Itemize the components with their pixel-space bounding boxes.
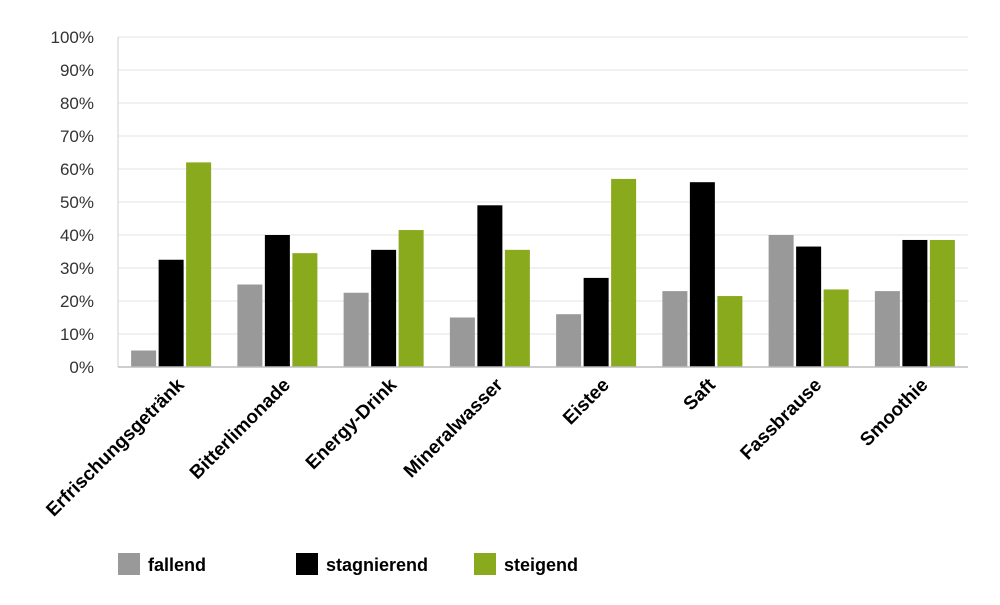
x-tick-label: Smoothie — [856, 375, 932, 451]
y-tick-label: 0% — [69, 358, 94, 377]
legend-label: stagnierend — [326, 555, 428, 575]
y-tick-label: 80% — [60, 94, 94, 113]
x-tick-label: Eistee — [559, 375, 613, 429]
x-tick-label: Erfrischungsgetränk — [42, 374, 189, 521]
bar-fallend — [556, 314, 582, 367]
y-tick-label: 40% — [60, 226, 94, 245]
bar-steigend — [398, 230, 424, 367]
y-tick-label: 90% — [60, 61, 94, 80]
bar-steigend — [717, 296, 743, 367]
x-tick-label: Fassbrause — [737, 375, 827, 465]
bars — [131, 162, 955, 367]
y-tick-label: 70% — [60, 127, 94, 146]
legend-swatch-fallend — [118, 553, 140, 575]
bar-stagnierend — [796, 246, 822, 367]
y-axis-ticks: 0% 10% 20% 30% 40% 50% 60% 70% 80% 90% 100% — [51, 28, 94, 377]
x-tick-label: Mineralwasser — [400, 374, 508, 482]
bar-fallend — [343, 292, 369, 367]
y-tick-label: 100% — [51, 28, 94, 47]
bar-steigend — [292, 253, 318, 367]
bar-steigend — [504, 249, 530, 367]
legend-swatch-stagnierend — [296, 553, 318, 575]
bar-fallend — [449, 317, 475, 367]
bar-fallend — [662, 291, 688, 367]
legend-label: steigend — [504, 555, 578, 575]
bar-stagnierend — [583, 277, 609, 367]
bar-steigend — [929, 239, 955, 367]
bar-fallend — [874, 291, 900, 367]
axes — [117, 37, 968, 368]
bar-stagnierend — [264, 235, 290, 367]
y-tick-label: 10% — [60, 325, 94, 344]
legend: fallend stagnierend steigend — [118, 553, 578, 575]
bar-fallend — [131, 350, 157, 367]
bar-stagnierend — [902, 239, 928, 367]
bar-stagnierend — [477, 205, 503, 367]
x-tick-label: Energy-Drink — [302, 374, 402, 474]
bar-fallend — [768, 235, 794, 367]
y-tick-label: 50% — [60, 193, 94, 212]
bar-fallend — [237, 284, 263, 367]
y-tick-label: 20% — [60, 292, 94, 311]
bar-stagnierend — [158, 259, 184, 367]
x-tick-label: Saft — [680, 374, 721, 415]
bar-steigend — [186, 162, 212, 367]
legend-label: fallend — [148, 555, 206, 575]
bar-steigend — [611, 178, 637, 367]
y-tick-label: 60% — [60, 160, 94, 179]
bar-stagnierend — [689, 182, 715, 367]
legend-swatch-steigend — [474, 553, 496, 575]
bar-steigend — [823, 289, 849, 367]
x-tick-label: Bitterlimonade — [186, 375, 295, 484]
bar-stagnierend — [371, 249, 397, 367]
y-tick-label: 30% — [60, 259, 94, 278]
